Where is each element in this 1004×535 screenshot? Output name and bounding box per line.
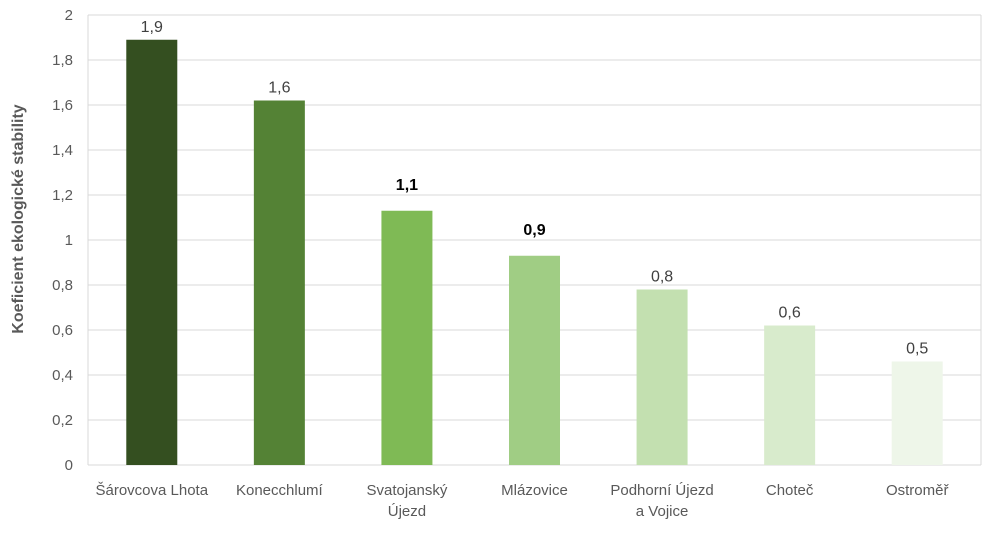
data-label: 1,9 xyxy=(141,19,163,36)
y-tick-label: 1,8 xyxy=(52,52,73,69)
x-category-label: Podhorní Újezd xyxy=(610,482,713,499)
bar xyxy=(253,100,305,465)
data-label: 1,1 xyxy=(396,177,418,194)
y-tick-label: 0,2 xyxy=(52,412,73,429)
y-tick-label: 0,6 xyxy=(52,322,73,339)
y-axis-title: Koeficient ekologické stability xyxy=(10,104,27,334)
data-label: 0,6 xyxy=(779,305,801,322)
data-label: 0,9 xyxy=(523,222,545,239)
data-label: 0,5 xyxy=(906,341,928,358)
y-axis-ticks: 0 0,2 0,4 0,6 0,8 1 1,2 1,4 1,6 1,8 2 xyxy=(52,7,73,474)
x-category-label: a Vojice xyxy=(636,503,689,520)
y-tick-label: 2 xyxy=(65,7,73,24)
bars xyxy=(126,39,943,465)
bar xyxy=(764,325,816,465)
bar xyxy=(509,255,560,465)
y-tick-label: 1,4 xyxy=(52,142,73,159)
x-category-label: Konecchlumí xyxy=(236,482,324,499)
x-category-label: Šárovcova Lhota xyxy=(95,482,208,499)
x-axis-labels: Šárovcova Lhota Konecchlumí Svatojanský Úje… xyxy=(95,482,949,520)
x-category-label: Choteč xyxy=(766,482,814,499)
y-tick-label: 0,4 xyxy=(52,367,73,384)
x-category-label: Svatojanský xyxy=(366,482,447,499)
bar xyxy=(891,361,943,465)
y-tick-label: 1,2 xyxy=(52,187,73,204)
bar xyxy=(381,210,433,465)
x-category-label: Mlázovice xyxy=(501,482,568,499)
x-category-label: Ostroměř xyxy=(886,482,950,499)
data-labels: 1,9 1,6 1,1 0,9 0,8 0,6 0,5 xyxy=(141,19,929,358)
y-tick-label: 1 xyxy=(65,232,73,249)
y-tick-label: 0 xyxy=(65,457,73,474)
bar xyxy=(636,289,688,465)
x-category-label: Újezd xyxy=(388,503,426,520)
data-label: 0,8 xyxy=(651,269,673,286)
y-tick-label: 0,8 xyxy=(52,277,73,294)
y-tick-label: 1,6 xyxy=(52,97,73,114)
data-label: 1,6 xyxy=(268,80,290,97)
bar xyxy=(126,39,178,465)
